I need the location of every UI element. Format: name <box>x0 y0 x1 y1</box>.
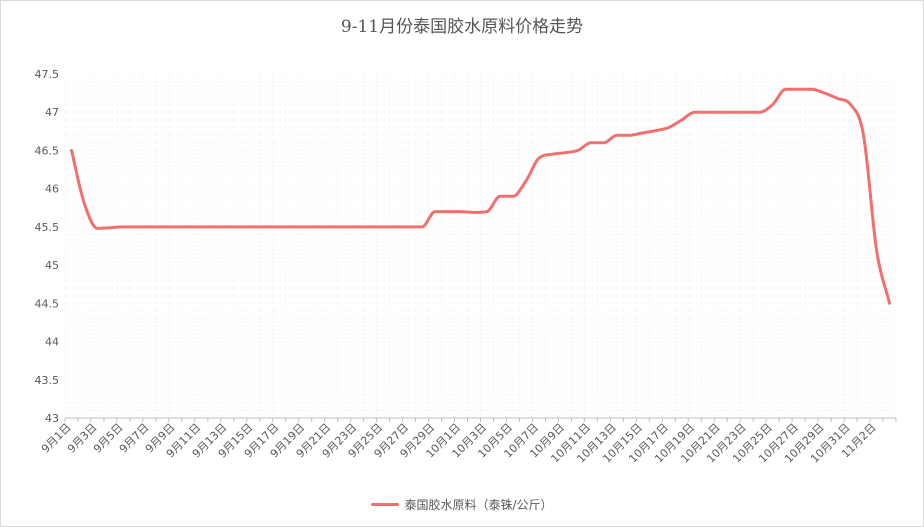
y-tick-label: 46 <box>45 183 59 196</box>
grid-layer <box>64 74 896 418</box>
y-tick-label: 44.5 <box>35 297 60 310</box>
y-tick-label: 45 <box>45 259 59 272</box>
y-tick-label: 43.5 <box>35 374 60 387</box>
series-layer <box>70 87 891 305</box>
legend: 泰国胶水原料（泰铢/公斤） <box>0 496 924 513</box>
y-tick-label: 47 <box>45 106 59 119</box>
legend-label: 泰国胶水原料（泰铢/公斤） <box>404 498 553 512</box>
chart-title: 9-11月份泰国胶水原料价格走势 <box>340 17 584 37</box>
legend-swatch <box>371 503 400 506</box>
y-tick-label: 46.5 <box>35 144 60 157</box>
y-tick-label: 45.5 <box>35 221 60 234</box>
series-line <box>70 87 891 305</box>
y-tick-label: 43 <box>45 412 59 425</box>
y-tick-label: 47.5 <box>35 68 60 81</box>
y-tick-label: 44 <box>45 336 59 349</box>
